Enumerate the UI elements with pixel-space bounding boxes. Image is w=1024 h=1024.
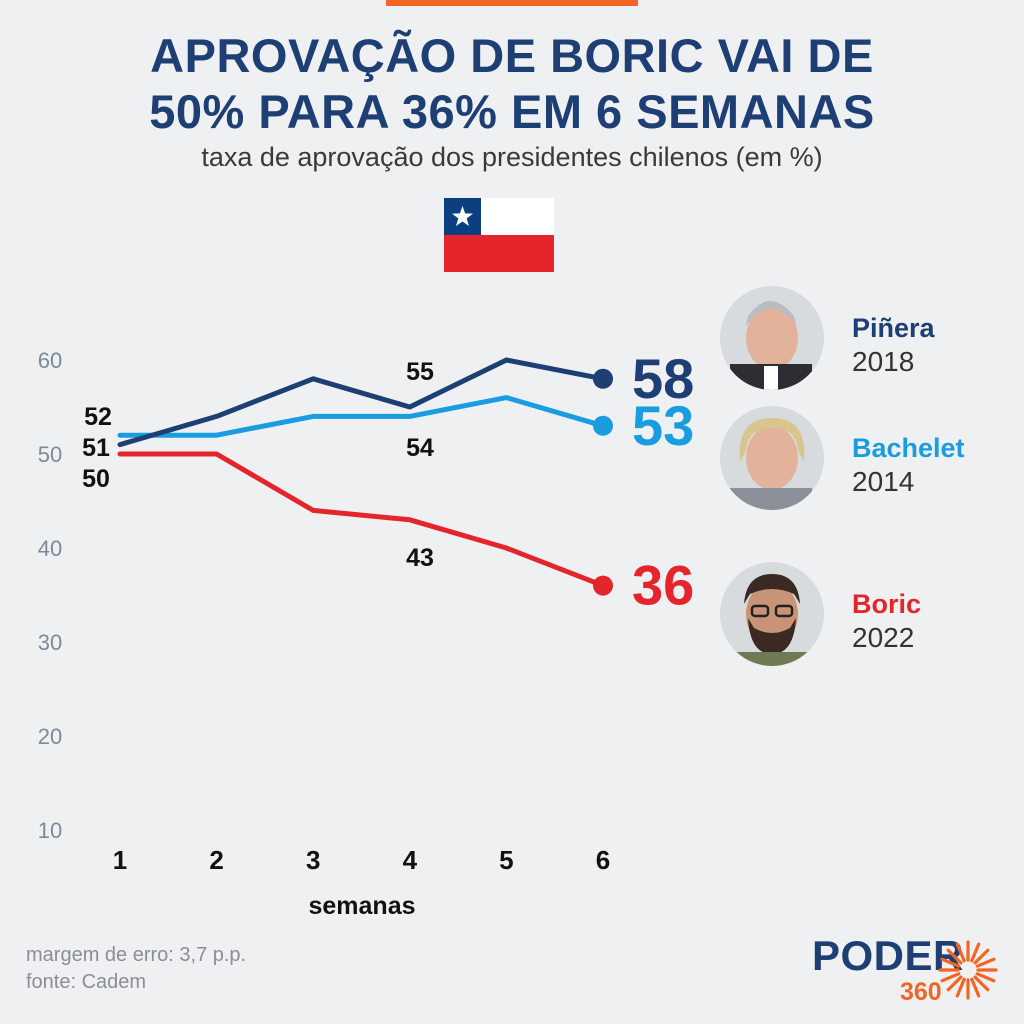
x-tick-label: 3	[306, 845, 320, 875]
top-accent-bar	[386, 0, 638, 6]
footer-notes: margem de erro: 3,7 p.p. fonte: Cadem	[26, 942, 246, 996]
sunburst-ray	[955, 942, 966, 963]
x-axis-label: semanas	[308, 892, 415, 920]
chart-title: APROVAÇÃO DE BORIC VAI DE 50% PARA 36% E…	[0, 28, 1024, 140]
chart-subtitle: taxa de aprovação dos presidentes chilen…	[201, 142, 823, 172]
legend-year: 2022	[852, 622, 915, 653]
y-tick-label: 30	[38, 630, 62, 655]
sunburst-icon	[938, 940, 998, 1000]
avatar-bachelet	[720, 406, 824, 515]
end-value-label-bachelet: 53	[632, 394, 694, 457]
x-tick-label: 2	[209, 845, 223, 875]
sunburst-ray	[946, 975, 963, 992]
series-line-bachelet	[117, 395, 606, 438]
series-data-labels: 53 36 58 52 55 51 54 50 43	[82, 347, 694, 617]
end-marker-boric	[593, 575, 613, 596]
sunburst-ray	[973, 948, 990, 965]
legend-year: 2018	[852, 346, 915, 377]
legend-year: 2014	[852, 466, 915, 497]
end-value-label-piera: 58	[632, 347, 694, 410]
sunburst-ray	[955, 977, 966, 998]
x-tick-label: 4	[403, 845, 418, 875]
series-lines	[117, 357, 613, 596]
x-tick-label: 6	[596, 845, 610, 875]
legend-item-piera: Piñera 2018	[852, 312, 935, 380]
y-tick-label: 50	[38, 442, 62, 467]
sunburst-ray	[940, 957, 961, 968]
legend-name: Boric	[852, 589, 922, 619]
sunburst-ray	[973, 975, 990, 992]
sunburst-ray	[975, 957, 996, 968]
end-value-label-boric: 36	[632, 554, 694, 617]
sunburst-ray	[940, 972, 961, 983]
sunburst-ray	[970, 942, 981, 963]
data-label-bachelet: 51	[82, 434, 110, 462]
series-line-piera	[117, 357, 606, 448]
sunburst-ray	[970, 977, 981, 998]
y-tick-label: 40	[38, 536, 62, 561]
x-tick-label: 5	[499, 845, 513, 875]
data-label-piera: 52	[84, 403, 112, 431]
legend-item-boric: Boric 2022	[852, 588, 921, 656]
end-marker-piera	[593, 368, 613, 389]
chile-flag-icon	[444, 198, 554, 272]
series-line-boric	[117, 451, 606, 589]
logo-number: 360	[900, 978, 942, 1006]
data-label-boric: 43	[406, 544, 434, 572]
sunburst-ray	[946, 948, 963, 965]
legend-name: Bachelet	[852, 433, 965, 463]
avatar-boric	[720, 562, 824, 671]
logo-wordmark: PODER	[812, 932, 964, 979]
avatar-piera	[720, 286, 824, 395]
legend-item-bachelet: Bachelet 2014	[852, 432, 965, 500]
chart-title-line-2: 50% PARA 36% EM 6 SEMANAS	[149, 85, 875, 138]
data-label-bachelet: 54	[406, 434, 434, 462]
data-label-boric: 50	[82, 465, 110, 493]
y-axis: 10 20 30 40 50 60	[38, 348, 62, 843]
data-label-piera: 55	[406, 358, 434, 386]
sunburst-ray	[975, 972, 996, 983]
flag-red-band	[444, 235, 554, 272]
source-note: fonte: Cadem	[26, 971, 147, 993]
margin-of-error-note: margem de erro: 3,7 p.p.	[26, 944, 247, 966]
end-marker-bachelet	[593, 415, 613, 436]
x-axis: 1 2 3 4 5 6	[113, 845, 610, 875]
flag-star-icon	[452, 206, 473, 226]
y-tick-label: 20	[38, 724, 62, 749]
chart-title-line-1: APROVAÇÃO DE BORIC VAI DE	[150, 29, 874, 82]
y-tick-label: 60	[38, 348, 62, 373]
x-tick-label: 1	[113, 845, 127, 875]
y-tick-label: 10	[38, 818, 62, 843]
legend-name: Piñera	[852, 313, 935, 343]
